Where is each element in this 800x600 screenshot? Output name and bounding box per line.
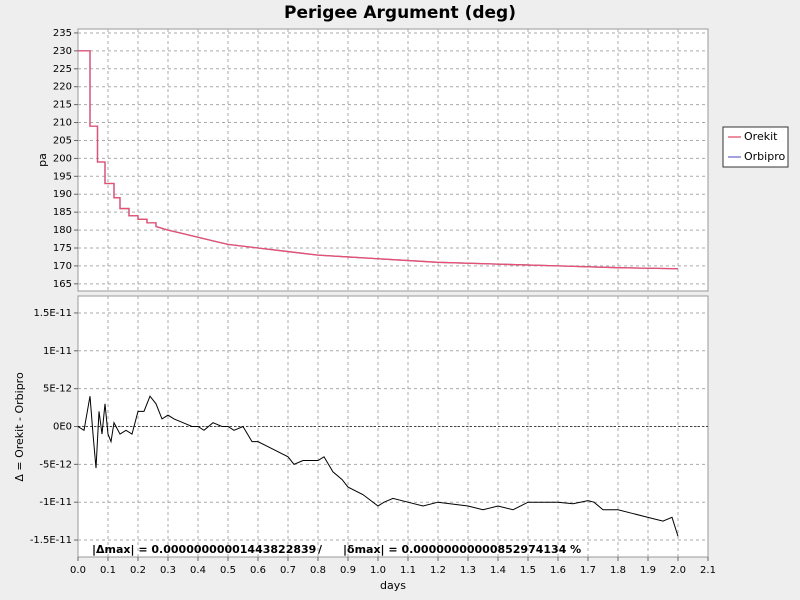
x-tick-label: 1.9 bbox=[640, 565, 656, 576]
series-line bbox=[77, 395, 679, 537]
plot-area bbox=[77, 28, 709, 292]
x-tick-label: 0.0 bbox=[70, 565, 86, 576]
y-tick-label: 165 bbox=[53, 279, 72, 290]
y-tick-label: 1E-11 bbox=[43, 346, 72, 357]
y-tick-label: 185 bbox=[53, 207, 72, 218]
x-tick-label: 0.3 bbox=[160, 565, 176, 576]
x-tick-label: 0.8 bbox=[310, 565, 326, 576]
x-tick-label: 0.1 bbox=[100, 565, 116, 576]
x-tick-label: 2.1 bbox=[700, 565, 716, 576]
x-tick-label: 0.4 bbox=[190, 565, 206, 576]
y-tick-label: 220 bbox=[53, 82, 72, 93]
y-tick-label: 1.5E-11 bbox=[33, 308, 72, 319]
x-tick-label: 0.2 bbox=[130, 565, 146, 576]
y-tick-label: -5E-12 bbox=[39, 459, 72, 470]
x-tick-label: 1.4 bbox=[490, 565, 506, 576]
y-tick-label: 170 bbox=[53, 261, 72, 272]
x-tick-label: 1.1 bbox=[400, 565, 416, 576]
y-tick-label: 195 bbox=[53, 171, 72, 182]
y-tick-label: 175 bbox=[53, 243, 72, 254]
annotation: |Δmax| = 0.00000000001443822839 bbox=[92, 543, 316, 556]
y-tick-label: -1E-11 bbox=[39, 497, 72, 508]
legend-label: Orbipro bbox=[744, 150, 785, 163]
y-tick-label: 200 bbox=[53, 153, 72, 164]
y-tick-label: 235 bbox=[53, 28, 72, 39]
x-tick-label: 0.9 bbox=[340, 565, 356, 576]
x-tick-label: 2.0 bbox=[670, 565, 686, 576]
y-tick-label: 205 bbox=[53, 135, 72, 146]
x-axis-label: days bbox=[380, 579, 406, 592]
y-tick-label: 190 bbox=[53, 189, 72, 200]
annotation: |δmax| = 0.00000000000852974134 % bbox=[343, 543, 581, 556]
series-line bbox=[78, 50, 679, 270]
x-tick-label: 0.7 bbox=[280, 565, 296, 576]
legend-label: Orekit bbox=[744, 130, 778, 143]
annotation: / bbox=[318, 543, 323, 556]
chart-title: Perigee Argument (deg) bbox=[284, 3, 516, 23]
y-axis-label: pa bbox=[36, 153, 49, 167]
x-tick-label: 0.6 bbox=[250, 565, 266, 576]
y-axis-label: Δ = Orekit - Orbipro bbox=[13, 372, 26, 482]
y-tick-label: 225 bbox=[53, 64, 72, 75]
x-tick-label: 1.5 bbox=[520, 565, 536, 576]
y-tick-label: 210 bbox=[53, 118, 72, 129]
x-tick-label: 1.0 bbox=[370, 565, 386, 576]
x-tick-label: 1.3 bbox=[460, 565, 476, 576]
y-tick-label: 5E-12 bbox=[43, 384, 72, 395]
x-tick-label: 1.2 bbox=[430, 565, 446, 576]
x-tick-label: 0.5 bbox=[220, 565, 236, 576]
x-tick-label: 1.8 bbox=[610, 565, 626, 576]
y-tick-label: 180 bbox=[53, 225, 72, 236]
y-tick-label: 230 bbox=[53, 46, 72, 57]
legend bbox=[722, 126, 789, 168]
x-tick-label: 1.7 bbox=[580, 565, 596, 576]
y-tick-label: 215 bbox=[53, 100, 72, 111]
y-tick-label: -1.5E-11 bbox=[30, 535, 72, 546]
y-tick-label: 0E0 bbox=[53, 422, 72, 433]
x-tick-label: 1.6 bbox=[550, 565, 566, 576]
